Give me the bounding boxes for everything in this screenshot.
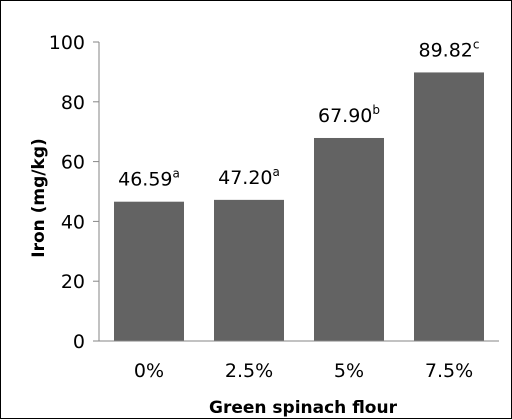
x-tick-label: 5% <box>334 360 364 382</box>
data-label: 67.90b <box>318 103 380 127</box>
x-axis: 0% 2.5% 5% 7.5% <box>99 340 499 382</box>
data-label-superscript: c <box>473 37 480 51</box>
data-label: 89.82c <box>418 37 479 61</box>
bar-4 <box>414 72 484 341</box>
x-tick-label: 7.5% <box>425 360 473 382</box>
bar-3 <box>314 137 384 341</box>
bar-1 <box>114 201 184 341</box>
data-label-value: 47.20 <box>218 167 272 189</box>
data-label-superscript: a <box>173 167 180 181</box>
y-tick-label: 60 <box>61 152 85 174</box>
data-label-value: 46.59 <box>118 169 172 191</box>
bars <box>114 72 484 341</box>
data-label-value: 89.82 <box>418 39 472 61</box>
data-label-value: 67.90 <box>318 105 372 127</box>
data-label-superscript: b <box>372 103 380 117</box>
x-axis-title: Green spinach flour <box>209 398 398 418</box>
x-tick-label: 0% <box>134 360 164 382</box>
y-tick-label: 20 <box>61 271 85 293</box>
y-axis-title: Iron (mg/kg) <box>29 138 49 258</box>
bar-2 <box>214 199 284 341</box>
data-label: 46.59a <box>118 167 180 191</box>
data-label: 47.20a <box>218 165 280 189</box>
y-tick-label: 0 <box>73 331 85 353</box>
y-tick-label: 100 <box>49 32 85 54</box>
y-axis: 0 20 40 60 80 100 <box>49 32 100 353</box>
data-label-superscript: a <box>273 165 280 179</box>
y-tick-label: 40 <box>61 211 85 233</box>
y-tick-label: 80 <box>61 92 85 114</box>
x-tick-label: 2.5% <box>225 360 273 382</box>
